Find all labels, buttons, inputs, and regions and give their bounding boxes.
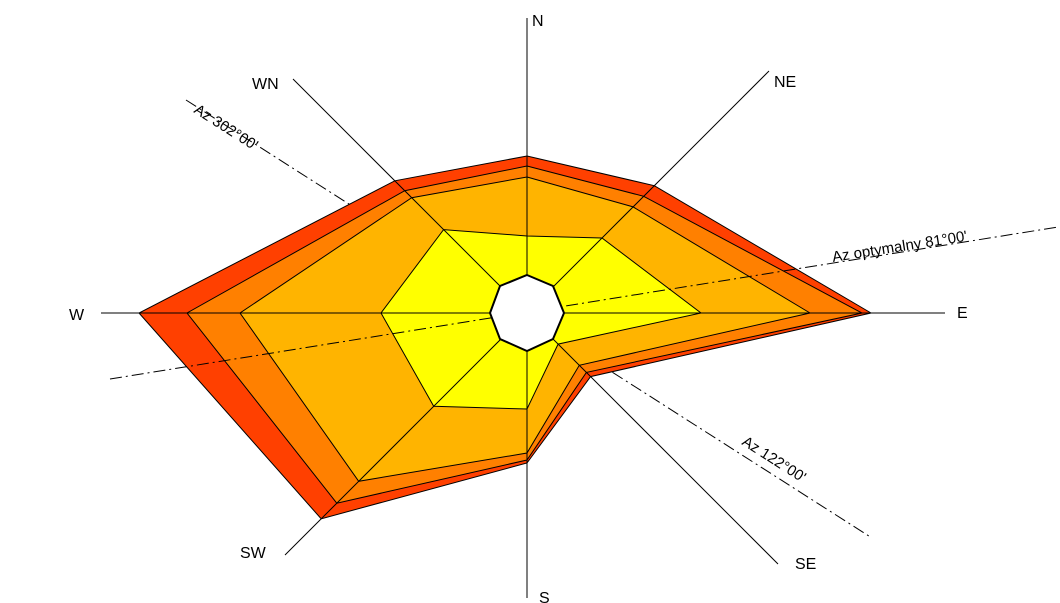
label-n: N (532, 13, 544, 30)
direction-labels: N NE E SE S SW W WN (69, 13, 968, 603)
label-se: SE (795, 556, 816, 573)
calm-center-octagon (488, 273, 566, 353)
label-wn: WN (252, 76, 279, 93)
label-az-optimal: Az optymalny 81°00' (831, 228, 969, 266)
label-e: E (957, 305, 968, 322)
az-optimal-line (109, 226, 1059, 380)
label-s: S (539, 590, 550, 603)
azimuth-lines-front (109, 226, 1059, 380)
label-az-302: Az 302°00' (191, 101, 261, 154)
label-w: W (69, 307, 85, 324)
label-sw: SW (240, 545, 267, 562)
label-ne: NE (774, 74, 796, 91)
